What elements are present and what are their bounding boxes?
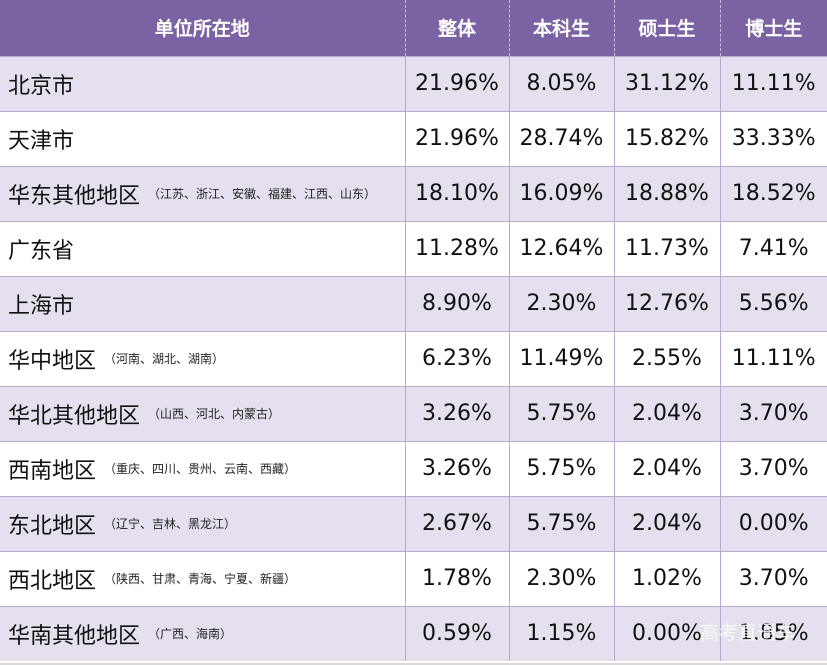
value-cell-doctoral: 3.70% [720,440,827,496]
value-cell-master: 2.55% [614,330,721,386]
value-cell-doctoral: 5.56% [720,275,827,331]
header-master: 硕士生 [614,0,721,56]
region-provinces: （广西、海南） [148,627,233,642]
value-cell-doctoral: 7.41% [720,220,827,276]
value-cell-doctoral: 18.52% [720,165,827,221]
region-name: 东北地区 [8,513,97,539]
table-row: 西南地区 （重庆、四川、贵州、云南、西藏） 3.26% 5.75% 2.04% 3.70% [0,440,827,496]
region-provinces: （重庆、四川、贵州、云南、西藏） [104,462,297,476]
region-name: 西南地区 [8,458,97,484]
value-cell-undergraduate: 16.09% [509,165,615,221]
region-name: 上海市 [8,293,75,319]
value-cell-overall: 11.28% [405,220,510,276]
value-cell-master: 12.76% [614,275,721,331]
value-cell-master: 1.02% [614,550,721,606]
table-row: 上海市 8.90% 2.30% 12.76% 5.56% [0,275,827,331]
value-cell-overall: 3.26% [405,440,510,496]
region-provinces: （山西、河北、内蒙古） [148,407,281,421]
value-cell-master: 2.04% [614,385,721,441]
region-provinces: （河南、湖北、湖南） [104,352,225,366]
region-cell: 北京市 [0,55,406,111]
region-cell: 广东省 [0,220,406,276]
region-name: 西北地区 [8,568,97,594]
value-cell-undergraduate: 5.75% [509,495,615,551]
value-cell-undergraduate: 1.15% [509,605,615,661]
region-name: 华东其他地区 [8,183,141,209]
value-cell-overall: 1.78% [405,550,510,606]
region-cell: 东北地区 （辽宁、吉林、黑龙江） [0,495,406,551]
bottom-divider [0,663,827,665]
region-cell: 华中地区 （河南、湖北、湖南） [0,330,406,386]
region-name: 北京市 [8,73,75,99]
value-cell-undergraduate: 11.49% [509,330,615,386]
value-cell-overall: 18.10% [405,165,510,221]
value-cell-doctoral: 3.70% [720,385,827,441]
table-row: 广东省 11.28% 12.64% 11.73% 7.41% [0,220,827,276]
region-cell: 西北地区 （陕西、甘肃、青海、宁夏、新疆） [0,550,406,606]
value-cell-overall: 21.96% [405,110,510,166]
region-cell: 华北其他地区 （山西、河北、内蒙古） [0,385,406,441]
value-cell-master: 15.82% [614,110,721,166]
table-row: 北京市 21.96% 8.05% 31.12% 11.11% [0,55,827,111]
value-cell-undergraduate: 12.64% [509,220,615,276]
region-name: 华北其他地区 [8,403,141,429]
value-cell-undergraduate: 2.30% [509,550,615,606]
value-cell-master: 31.12% [614,55,721,111]
value-cell-doctoral: 11.11% [720,330,827,386]
header-region: 单位所在地 [0,0,406,56]
value-cell-master: 2.04% [614,440,721,496]
value-cell-undergraduate: 2.30% [509,275,615,331]
table-header: 单位所在地 整体 本科生 硕士生 博士生 [0,0,827,56]
header-overall: 整体 [405,0,510,56]
region-cell: 华南其他地区 （广西、海南） [0,605,406,661]
region-provinces: （江苏、浙江、安徽、福建、江西、山东） [148,187,377,201]
value-cell-doctoral: 33.33% [720,110,827,166]
value-cell-overall: 0.59% [405,605,510,661]
table-row: 华北其他地区 （山西、河北、内蒙古） 3.26% 5.75% 2.04% 3.70% [0,385,827,441]
value-cell-undergraduate: 8.05% [509,55,615,111]
region-provinces: （陕西、甘肃、青海、宁夏、新疆） [104,572,297,586]
region-cell: 西南地区 （重庆、四川、贵州、云南、西藏） [0,440,406,496]
value-cell-overall: 8.90% [405,275,510,331]
header-row: 单位所在地 整体 本科生 硕士生 博士生 [0,0,827,56]
header-doctoral: 博士生 [720,0,827,56]
value-cell-undergraduate: 5.75% [509,385,615,441]
value-cell-master: 0.00% [614,605,721,661]
table-row: 天津市 21.96% 28.74% 15.82% 33.33% [0,110,827,166]
region-cell: 华东其他地区 （江苏、浙江、安徽、福建、江西、山东） [0,165,406,221]
value-cell-undergraduate: 5.75% [509,440,615,496]
value-cell-doctoral: 0.00% [720,495,827,551]
value-cell-master: 2.04% [614,495,721,551]
table-row: 华东其他地区 （江苏、浙江、安徽、福建、江西、山东） 18.10% 16.09% 18.… [0,165,827,221]
region-name: 广东省 [8,238,75,264]
region-provinces: （辽宁、吉林、黑龙江） [104,517,237,531]
region-name: 天津市 [8,128,75,154]
value-cell-doctoral: 11.11% [720,55,827,111]
header-undergraduate: 本科生 [509,0,615,56]
region-name: 华中地区 [8,348,97,374]
value-cell-master: 11.73% [614,220,721,276]
region-cell: 上海市 [0,275,406,331]
value-cell-overall: 3.26% [405,385,510,441]
table-body: 北京市 21.96% 8.05% 31.12% 11.11% 天津市 21.96% 28.74… [0,55,827,661]
table-row: 华南其他地区 （广西、海南） 0.59% 1.15% 0.00% 1.85% [0,605,827,661]
value-cell-doctoral: 3.70% [720,550,827,606]
region-name: 华南其他地区 [8,623,141,649]
value-cell-undergraduate: 28.74% [509,110,615,166]
table-row: 东北地区 （辽宁、吉林、黑龙江） 2.67% 5.75% 2.04% 0.00% [0,495,827,551]
table-row: 西北地区 （陕西、甘肃、青海、宁夏、新疆） 1.78% 2.30% 1.02% 3.70% [0,550,827,606]
value-cell-overall: 2.67% [405,495,510,551]
region-cell: 天津市 [0,110,406,166]
value-cell-overall: 6.23% [405,330,510,386]
table-row: 华中地区 （河南、湖北、湖南） 6.23% 11.49% 2.55% 11.11% [0,330,827,386]
value-cell-overall: 21.96% [405,55,510,111]
value-cell-doctoral: 1.85% [720,605,827,661]
value-cell-master: 18.88% [614,165,721,221]
